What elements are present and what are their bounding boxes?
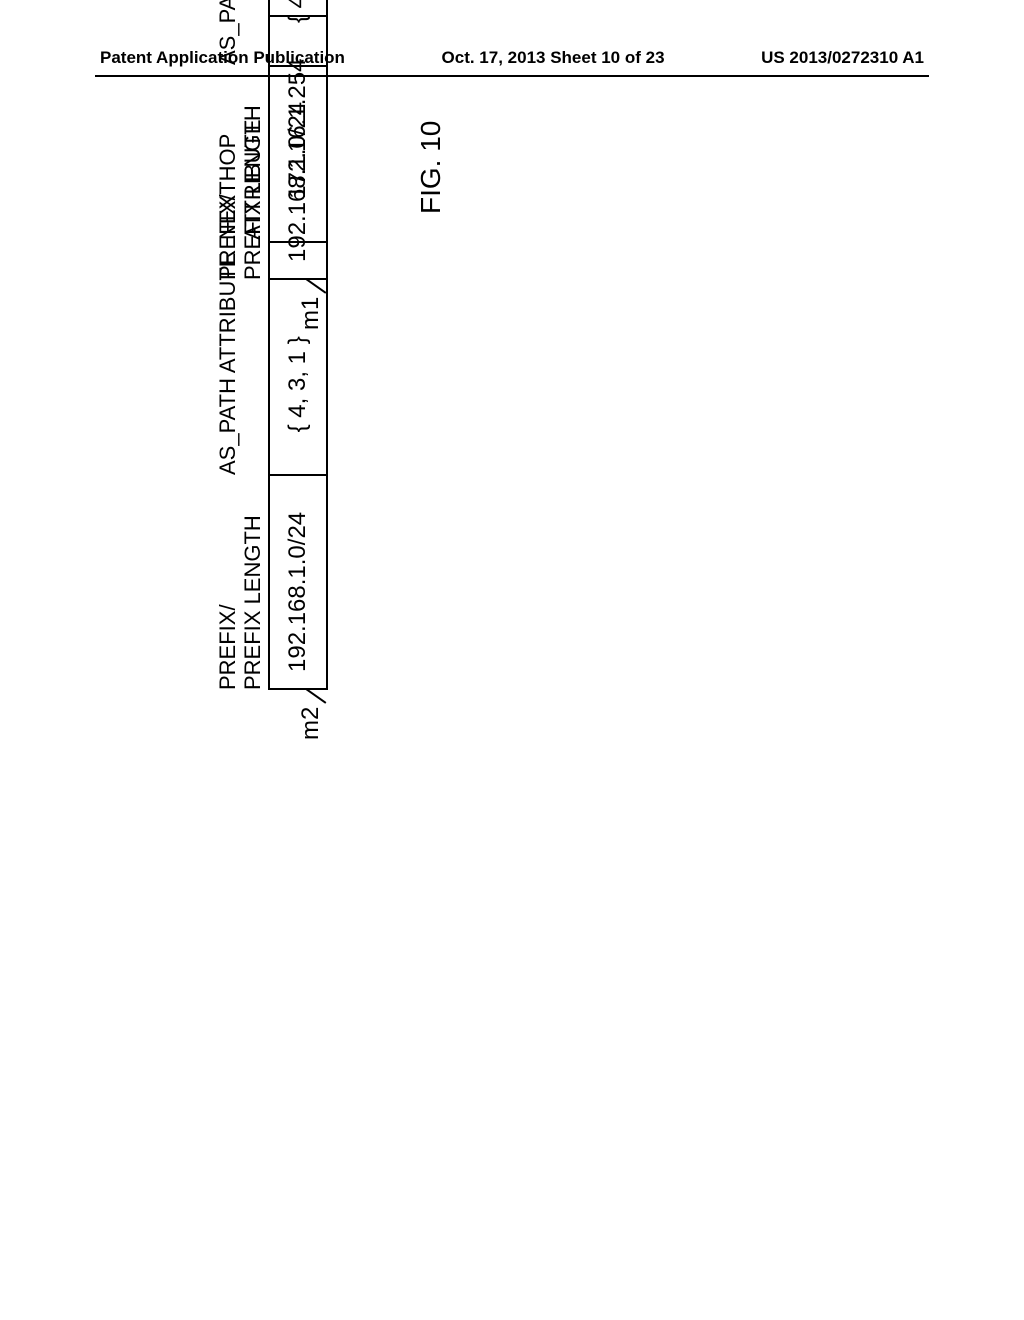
page-header: Patent Application Publication Oct. 17, …: [0, 48, 1024, 68]
m2-header-aspath: AS_PATH ATTRIBUTE: [215, 240, 268, 475]
m2-data-aspath: { 4, 3, 1 }: [270, 241, 326, 475]
m2-header-nexthop: NEXTHOP ATTRIBUTE: [215, 15, 268, 240]
m2-label: m2: [297, 707, 325, 740]
table-m2: m2 PREFIX/ PREFIX LENGTH AS_PATH ATTRIBU…: [215, 15, 328, 700]
figure-label: FIG. 10: [415, 121, 447, 214]
m2-table-wrapper: PREFIX/ PREFIX LENGTH AS_PATH ATTRIBUTE …: [215, 15, 328, 700]
m2-header-prefix-line1: PREFIX/: [215, 604, 240, 690]
header-right: US 2013/0272310 A1: [761, 48, 924, 68]
m2-header-prefix-line2: PREFIX LENGTH: [240, 515, 265, 690]
m2-header-prefix: PREFIX/ PREFIX LENGTH: [215, 475, 268, 690]
m2-data-nexthop: 172.16.1.254: [270, 17, 326, 241]
m2-data-prefix: 192.168.1.0/24: [270, 474, 326, 688]
m2-data-row: 192.168.1.0/24 { 4, 3, 1 } 172.16.1.254: [268, 15, 328, 690]
m2-headers: PREFIX/ PREFIX LENGTH AS_PATH ATTRIBUTE …: [215, 15, 268, 690]
header-center: Oct. 17, 2013 Sheet 10 of 23: [442, 48, 665, 68]
